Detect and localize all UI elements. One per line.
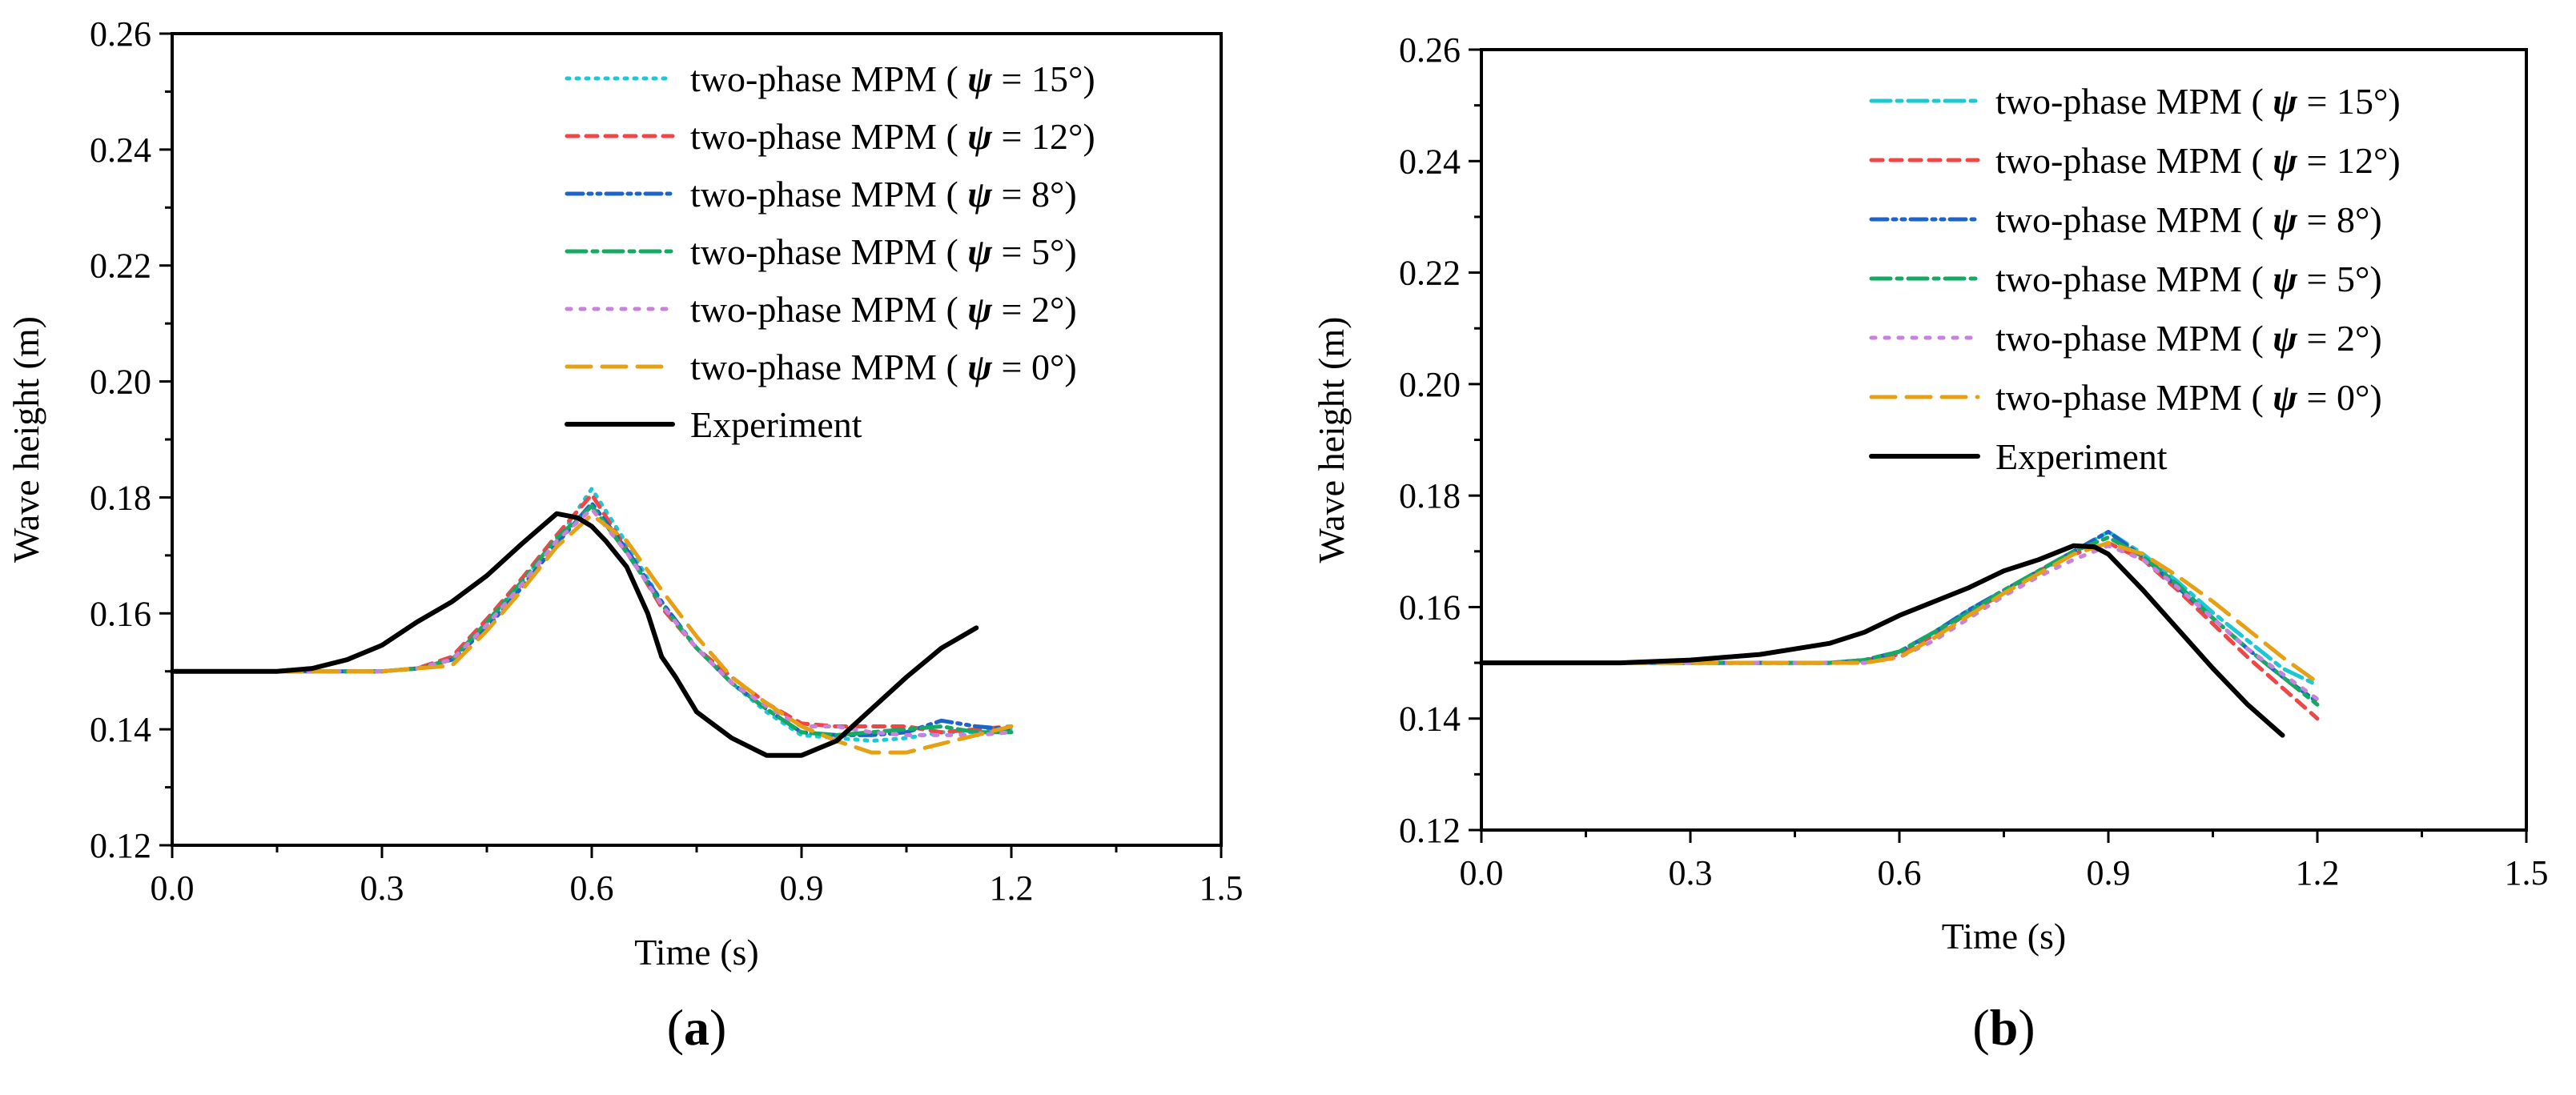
y-tick-label: 0.20 xyxy=(1399,365,1461,404)
legend: two-phase MPM ( ψ = 15°) two-phase MPM ( … xyxy=(1869,81,2401,477)
legend-label-s12: two-phase MPM ( ψ = 12°) xyxy=(1995,140,2401,181)
y-axis-title: Wave height (m) xyxy=(6,316,46,563)
panel-label: (a) xyxy=(667,999,727,1056)
legend-label-experiment: Experiment xyxy=(690,404,862,445)
y-tick-label: 0.12 xyxy=(90,826,151,865)
series-line-s2 xyxy=(1479,543,2320,701)
x-tick-label: 0.0 xyxy=(1460,853,1504,892)
x-axis-title: Time (s) xyxy=(1942,916,2067,957)
x-tick-label: 0.9 xyxy=(2087,853,2131,892)
x-tick-label: 0.0 xyxy=(151,868,195,908)
chart-panel-a: 0.0 0.3 0.6 0.9 1.2 1.5 0.12 0.14 0.16 0.18 0.20 0.… xyxy=(6,14,1244,1056)
y-tick-label: 0.14 xyxy=(90,710,151,749)
y-tick-label: 0.16 xyxy=(1399,588,1461,627)
legend-label-s5: two-phase MPM ( ψ = 5°) xyxy=(690,231,1077,272)
x-tick-label: 0.9 xyxy=(780,868,824,908)
x-tick-label: 1.2 xyxy=(2296,853,2340,892)
x-tick-label: 0.6 xyxy=(570,868,614,908)
y-tick-label: 0.12 xyxy=(1399,811,1461,850)
y-tick-label: 0.18 xyxy=(90,478,151,517)
y-tick-label: 0.26 xyxy=(90,14,151,54)
series-line-s0 xyxy=(1479,540,2320,684)
series-line-experiment xyxy=(170,511,979,758)
series-line-s5 xyxy=(1479,535,2320,707)
x-tick-label: 1.2 xyxy=(990,868,1034,908)
chart-panel-b: 0.0 0.3 0.6 0.9 1.2 1.5 0.12 0.14 0.16 0.18 0.20 0.… xyxy=(1311,30,2549,1056)
x-tick-label: 1.5 xyxy=(1200,868,1244,908)
x-axis-title: Time (s) xyxy=(634,932,759,973)
y-tick-label: 0.22 xyxy=(1399,254,1461,293)
legend-label-s2: two-phase MPM ( ψ = 2°) xyxy=(690,289,1077,330)
legend-label-s0: two-phase MPM ( ψ = 0°) xyxy=(690,347,1077,387)
y-tick-label: 0.14 xyxy=(1399,700,1461,739)
x-tick-label: 0.3 xyxy=(1669,853,1713,892)
series-line-s0 xyxy=(170,512,1014,755)
y-axis-title: Wave height (m) xyxy=(1311,317,1352,564)
legend-label-s15: two-phase MPM ( ψ = 15°) xyxy=(1995,81,2401,122)
legend: two-phase MPM ( ψ = 15°) two-phase MPM ( … xyxy=(565,58,1095,445)
legend-label-s0: two-phase MPM ( ψ = 0°) xyxy=(1995,377,2382,418)
y-tick-label: 0.26 xyxy=(1399,30,1461,70)
legend-label-s15: two-phase MPM ( ψ = 15°) xyxy=(690,58,1095,99)
legend-label-s8: two-phase MPM ( ψ = 8°) xyxy=(1995,199,2382,240)
series-line-s8 xyxy=(170,501,1014,737)
x-tick-label: 0.6 xyxy=(1878,853,1922,892)
panel-label: (b) xyxy=(1972,999,2035,1056)
series-line-s2 xyxy=(170,507,1014,737)
series-line-s12 xyxy=(1479,540,2320,721)
legend-label-s8: two-phase MPM ( ψ = 8°) xyxy=(690,174,1077,215)
x-tick-label: 0.3 xyxy=(360,868,404,908)
series-line-s5 xyxy=(170,503,1014,737)
y-tick-label: 0.24 xyxy=(1399,142,1461,181)
legend-label-s2: two-phase MPM ( ψ = 2°) xyxy=(1995,318,2382,359)
y-tick-label: 0.22 xyxy=(90,247,151,286)
legend-label-s12: two-phase MPM ( ψ = 12°) xyxy=(690,116,1095,157)
y-tick-label: 0.16 xyxy=(90,594,151,633)
legend-label-experiment: Experiment xyxy=(1995,436,2168,477)
y-tick-label: 0.24 xyxy=(90,130,151,170)
series-line-experiment xyxy=(1479,543,2285,738)
y-tick-label: 0.20 xyxy=(90,363,151,402)
y-tick-label: 0.18 xyxy=(1399,476,1461,515)
x-tick-label: 1.5 xyxy=(2505,853,2549,892)
legend-label-s5: two-phase MPM ( ψ = 5°) xyxy=(1995,259,2382,299)
